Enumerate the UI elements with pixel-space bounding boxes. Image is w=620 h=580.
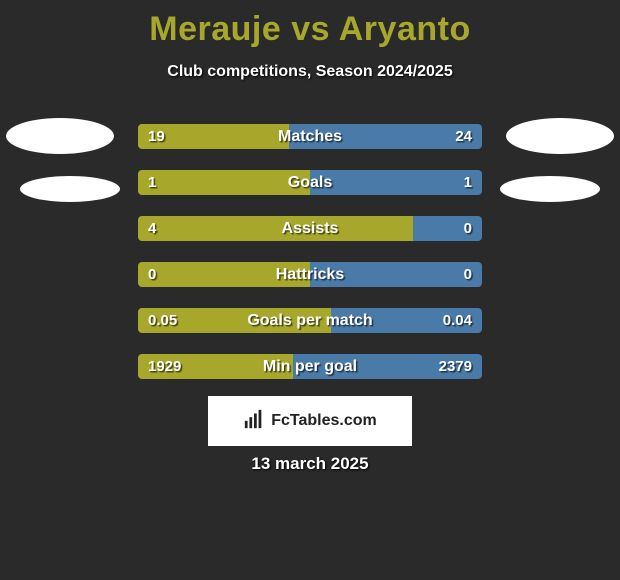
stat-row: Hattricks00 xyxy=(138,262,482,287)
stat-row: Assists40 xyxy=(138,216,482,241)
stat-fill-right xyxy=(293,354,482,379)
stat-fill-right xyxy=(413,216,482,241)
avatar-left-shape-1 xyxy=(6,118,114,154)
stat-row: Min per goal19292379 xyxy=(138,354,482,379)
date-text: 13 march 2025 xyxy=(0,454,620,474)
title-vs: vs xyxy=(291,10,330,48)
stat-row: Matches1924 xyxy=(138,124,482,149)
avatar-left-shape-2 xyxy=(20,176,120,202)
stat-fill-left xyxy=(138,262,310,287)
title-left-player: Merauje xyxy=(149,10,281,48)
avatar-right-shape-1 xyxy=(506,118,614,154)
subtitle: Club competitions, Season 2024/2025 xyxy=(0,63,620,81)
stat-fill-right xyxy=(331,308,482,333)
avatar-right-shape-2 xyxy=(500,176,600,202)
comparison-title: Merauje vs Aryanto xyxy=(0,0,620,49)
chart-icon xyxy=(243,408,265,435)
stat-fill-left xyxy=(138,170,310,195)
stat-fill-right xyxy=(310,262,482,287)
stat-row: Goals per match0.050.04 xyxy=(138,308,482,333)
stat-fill-right xyxy=(289,124,482,149)
stat-fill-left xyxy=(138,308,331,333)
stat-fill-left xyxy=(138,124,289,149)
stat-bars-container: Matches1924 Goals11 Assists40 Hattricks00 Go… xyxy=(138,124,482,400)
stat-fill-right xyxy=(310,170,482,195)
logo-text: FcTables.com xyxy=(271,412,377,430)
stat-fill-left xyxy=(138,354,293,379)
title-right-player: Aryanto xyxy=(339,10,471,48)
stat-fill-left xyxy=(138,216,413,241)
stat-row: Goals11 xyxy=(138,170,482,195)
fctables-logo-badge: FcTables.com xyxy=(208,396,412,446)
